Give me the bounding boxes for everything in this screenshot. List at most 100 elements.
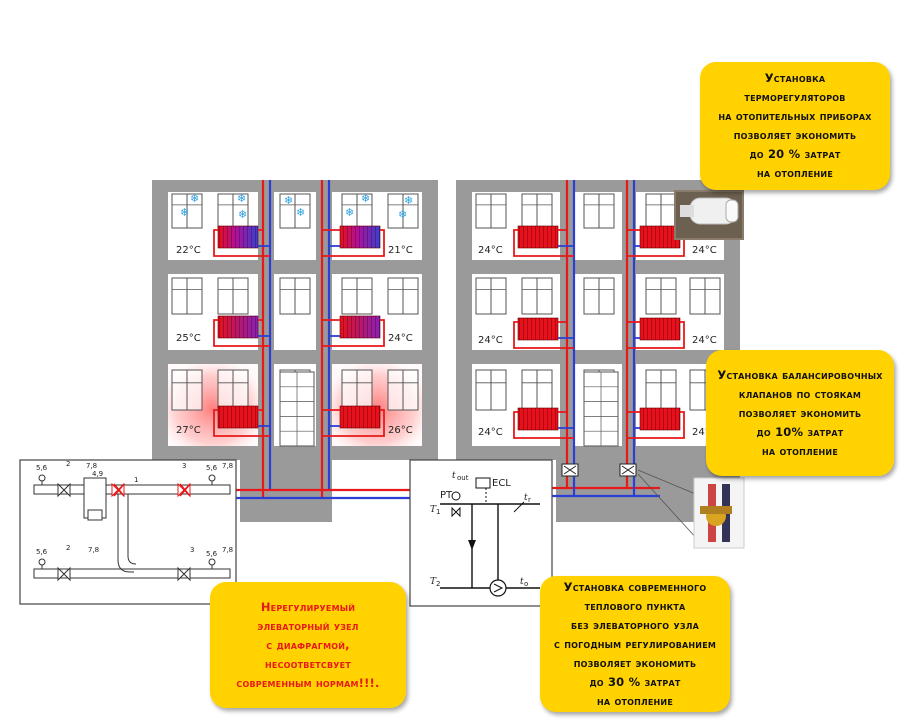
pipes bbox=[236, 180, 660, 500]
callout-line: на отопление bbox=[596, 693, 673, 708]
balancing-valve-icons bbox=[561, 463, 699, 541]
radiator-icon bbox=[217, 225, 259, 249]
label-t2-sub: 2 bbox=[436, 580, 440, 588]
svg-text:❄: ❄ bbox=[361, 192, 370, 205]
temp-l-2-right: 24°C bbox=[388, 333, 413, 344]
window bbox=[475, 277, 507, 315]
window bbox=[341, 369, 373, 411]
svg-text:❄: ❄ bbox=[284, 194, 293, 207]
window bbox=[521, 193, 553, 229]
radiator-icon bbox=[517, 407, 559, 431]
radiators bbox=[217, 225, 681, 431]
window bbox=[645, 277, 677, 315]
balancing-valves-callout: Установка балансировочных клапанов по ст… bbox=[706, 350, 894, 476]
radiator-icon bbox=[339, 405, 381, 429]
label-to: t bbox=[520, 577, 524, 587]
temperature-labels: 22°C 21°C 25°C 24°C 27°C 26°C 24°C 24°C … bbox=[176, 245, 717, 438]
thermostat-callout: Установка терморегуляторов на отопительн… bbox=[700, 62, 890, 190]
callout-line: теплового пункта bbox=[584, 598, 686, 613]
window bbox=[387, 277, 419, 315]
elevator-label-8: 7,8 bbox=[222, 462, 233, 470]
temp-l-3-right: 21°C bbox=[388, 245, 413, 256]
callout-line: с погодным регулированием bbox=[553, 636, 717, 651]
callout-line: Установка современного bbox=[563, 579, 707, 594]
balancing-valve-photo bbox=[693, 477, 745, 549]
callout-line: до 10% затрат bbox=[756, 424, 844, 439]
window bbox=[475, 369, 507, 411]
temp-r-3-right: 24°C bbox=[692, 245, 717, 256]
radiator-icon bbox=[217, 315, 259, 339]
elevator-label-6: 3 bbox=[182, 462, 186, 470]
heating-point-diagram: t out ECL PT T 1 T 2 t r t o bbox=[409, 459, 553, 607]
window bbox=[689, 277, 721, 315]
elevator-label-1: 5,6 bbox=[36, 464, 48, 472]
callout-line: на отопление bbox=[761, 443, 838, 458]
window bbox=[341, 193, 373, 229]
window bbox=[521, 369, 553, 411]
callout-line: на отопление bbox=[756, 166, 833, 180]
entrance-door bbox=[583, 371, 619, 447]
label-t-out-sub: out bbox=[457, 474, 469, 482]
snowflake-icons: ❄❄ ❄❄ ❄❄ ❄❄ ❄❄ bbox=[180, 192, 413, 221]
callout-line: до 20 % затрат bbox=[749, 147, 841, 161]
window bbox=[387, 193, 419, 229]
radiator-icon bbox=[639, 407, 681, 431]
temp-l-3-left: 22°C bbox=[176, 245, 201, 256]
label-tr-sub: r bbox=[528, 496, 531, 504]
window bbox=[279, 277, 311, 315]
callout-line: без элеваторного узла bbox=[571, 617, 699, 632]
temp-r-3-left: 24°C bbox=[478, 245, 503, 256]
window bbox=[521, 277, 553, 315]
svg-text:❄: ❄ bbox=[237, 192, 246, 205]
radiator-icon bbox=[639, 317, 681, 341]
label-ecl: ECL bbox=[492, 478, 511, 489]
svg-text:❄: ❄ bbox=[345, 206, 354, 219]
callout-line: Установка балансировочных bbox=[717, 367, 883, 382]
callout-line: несоответсвует bbox=[265, 656, 351, 671]
temp-l-1-right: 26°C bbox=[388, 425, 413, 436]
svg-text:❄: ❄ bbox=[238, 208, 247, 221]
radiator-icon bbox=[339, 315, 381, 339]
entrance-door bbox=[279, 371, 315, 447]
radiator-icon bbox=[339, 225, 381, 249]
callout-line: Установка bbox=[764, 71, 826, 85]
callout-line: терморегуляторов bbox=[744, 90, 846, 104]
label-rt: PT bbox=[440, 490, 453, 501]
window bbox=[279, 193, 311, 229]
window bbox=[171, 193, 203, 229]
svg-text:❄: ❄ bbox=[296, 206, 305, 219]
elevator-label-b3: 7,8 bbox=[88, 546, 99, 554]
window bbox=[171, 277, 203, 315]
radiator-icon bbox=[217, 405, 259, 429]
elevator-label-4: 4,9 bbox=[92, 470, 103, 478]
elevator-label-b6: 7,8 bbox=[222, 546, 233, 554]
window bbox=[217, 277, 249, 315]
callout-line: до 30 % затрат bbox=[589, 674, 681, 689]
callout-line: Нерегулируемый bbox=[260, 599, 356, 614]
elevator-node-diagram: 5,6 2 7,8 4,9 1 3 5,6 7,8 5,6 2 7,8 3 5,… bbox=[19, 459, 237, 605]
callout-line: позволяет экономить bbox=[738, 405, 862, 420]
elevator-label-2: 2 bbox=[66, 460, 70, 468]
window bbox=[341, 277, 373, 315]
radiator-icon bbox=[517, 317, 559, 341]
temp-l-2-left: 25°C bbox=[176, 333, 201, 344]
callout-line: на отопительных приборах bbox=[718, 109, 872, 123]
window bbox=[217, 193, 249, 229]
callout-line: позволяет экономить bbox=[733, 128, 857, 142]
radiator-icon bbox=[639, 225, 681, 249]
radiator-icon bbox=[517, 225, 559, 249]
window bbox=[387, 369, 419, 411]
elevator-label-7: 5,6 bbox=[206, 464, 218, 472]
heating-point-callout: Установка современного теплового пункта … bbox=[540, 576, 730, 712]
window bbox=[583, 277, 615, 315]
callout-line: элеваторный узел bbox=[257, 618, 359, 633]
elevator-node-callout: Нерегулируемый элеваторный узел с диафра… bbox=[210, 582, 406, 708]
window bbox=[645, 193, 677, 229]
svg-text:❄: ❄ bbox=[190, 192, 199, 205]
elevator-label-b4: 3 bbox=[190, 546, 194, 554]
elevator-label-b2: 2 bbox=[66, 544, 70, 552]
label-t-out: t bbox=[452, 471, 456, 481]
callout-line: с диафрагмой, bbox=[266, 637, 350, 652]
temp-r-2-left: 24°C bbox=[478, 335, 503, 346]
window bbox=[171, 369, 203, 411]
